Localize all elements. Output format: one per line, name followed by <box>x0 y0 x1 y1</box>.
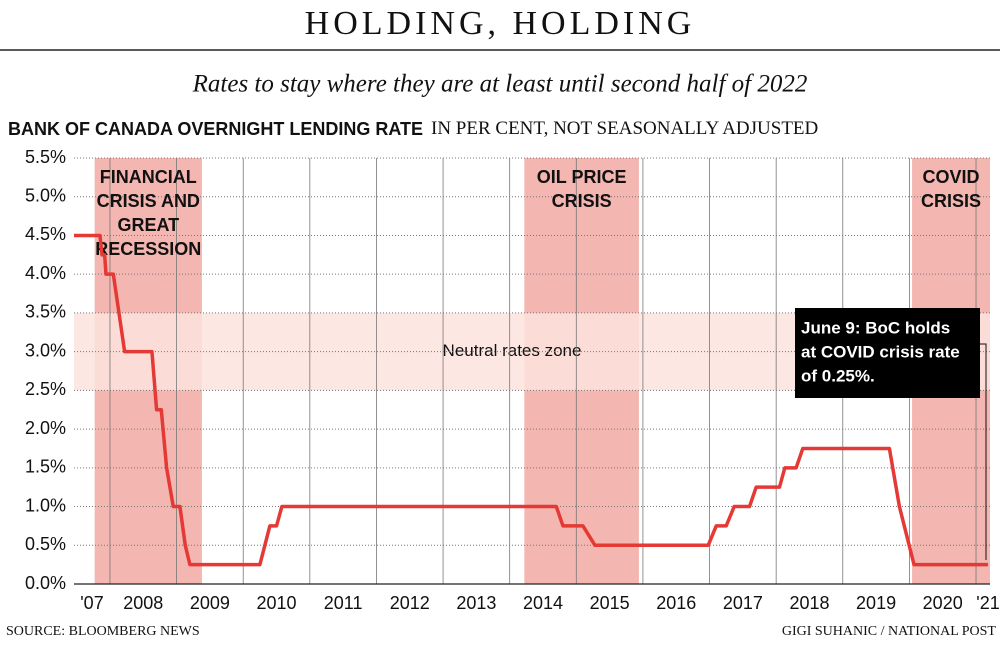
region-label: CRISIS AND <box>97 191 200 211</box>
x-tick-label: '07 <box>80 593 103 613</box>
region-label: FINANCIAL <box>100 167 197 187</box>
y-tick-label: 0.5% <box>25 534 66 554</box>
x-tick-label: 2016 <box>656 593 696 613</box>
y-tick-label: 1.0% <box>25 495 66 515</box>
x-tick-label: 2014 <box>523 593 563 613</box>
x-tick-label: 2017 <box>723 593 763 613</box>
region-label: OIL PRICE <box>537 167 627 187</box>
x-tick-label: 2015 <box>590 593 630 613</box>
y-tick-label: 3.0% <box>25 340 66 360</box>
y-tick-label: 5.0% <box>25 185 66 205</box>
source: SOURCE: BLOOMBERG NEWS <box>6 624 200 639</box>
y-tick-label: 4.0% <box>25 263 66 283</box>
annotation-text: June 9: BoC holds <box>801 318 950 337</box>
x-tick-label: 2009 <box>190 593 230 613</box>
region-label: GREAT <box>117 215 179 235</box>
x-tick-label: 2011 <box>324 593 363 613</box>
region-label: RECESSION <box>95 239 201 259</box>
y-tick-label: 2.5% <box>25 379 66 399</box>
y-tick-label: 0.0% <box>25 573 66 593</box>
heading: BANK OF CANADA OVERNIGHT LENDING RATE IN … <box>8 118 818 139</box>
x-tick-label: 2012 <box>390 593 430 613</box>
credit: GIGI SUHANIC / NATIONAL POST <box>782 624 997 639</box>
annotation-box <box>795 308 980 398</box>
x-tick-label: 2018 <box>789 593 829 613</box>
y-tick-label: 3.5% <box>25 302 66 322</box>
heading-main: BANK OF CANADA OVERNIGHT LENDING RATE <box>8 119 423 139</box>
x-tick-label: 2013 <box>456 593 496 613</box>
region-label: COVID <box>923 167 980 187</box>
region-label: CRISIS <box>552 191 612 211</box>
zone-label: Neutral rates zone <box>443 341 582 360</box>
y-tick-label: 2.0% <box>25 418 66 438</box>
rate-line <box>74 233 989 567</box>
heading-note: IN PER CENT, NOT SEASONALLY ADJUSTED <box>431 118 818 139</box>
annotation-text: of 0.25%. <box>801 366 875 385</box>
x-tick-label: 2020 <box>923 593 963 613</box>
x-tick-label: 2008 <box>123 593 163 613</box>
y-tick-label: 5.5% <box>25 147 66 167</box>
x-tick-label: 2019 <box>856 593 896 613</box>
subtitle: Rates to stay where they are at least un… <box>192 71 808 98</box>
y-tick-label: 1.5% <box>25 457 66 477</box>
y-tick-label: 4.5% <box>25 224 66 244</box>
chart-title: HOLDING, HOLDING <box>305 5 696 42</box>
x-tick-label: '21 <box>976 593 999 613</box>
annotation-text: at COVID crisis rate <box>801 342 960 361</box>
annotation-leader <box>980 343 987 560</box>
region-label: CRISIS <box>921 191 981 211</box>
x-tick-label: 2010 <box>256 593 296 613</box>
